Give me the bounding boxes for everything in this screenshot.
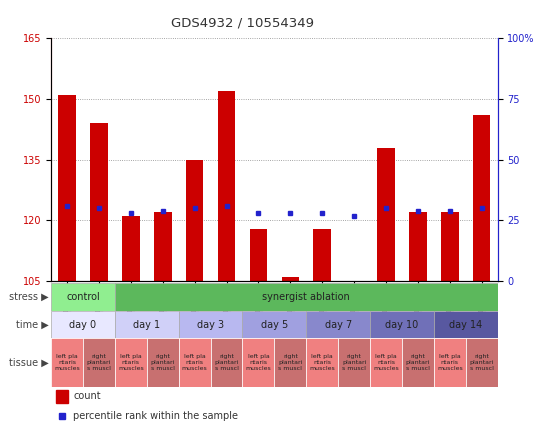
Bar <box>250 228 267 281</box>
Bar <box>147 338 179 387</box>
Bar <box>51 338 83 387</box>
Text: GDS4932 / 10554349: GDS4932 / 10554349 <box>171 17 314 30</box>
Bar <box>314 228 331 281</box>
Text: percentile rank within the sample: percentile rank within the sample <box>73 411 238 421</box>
Text: left pla
ntaris
muscles: left pla ntaris muscles <box>118 354 144 371</box>
Text: day 0: day 0 <box>69 320 96 330</box>
Bar <box>370 338 402 387</box>
Text: left pla
ntaris
muscles: left pla ntaris muscles <box>373 354 399 371</box>
Bar <box>370 311 434 338</box>
Text: time ▶: time ▶ <box>16 320 48 330</box>
Bar <box>115 338 147 387</box>
Bar <box>306 311 370 338</box>
Text: control: control <box>66 292 100 302</box>
Bar <box>115 311 179 338</box>
Text: synergist ablation: synergist ablation <box>263 292 350 302</box>
Text: right
plantari
s muscl: right plantari s muscl <box>87 354 111 371</box>
Bar <box>218 91 235 281</box>
Bar <box>210 338 243 387</box>
Text: stress ▶: stress ▶ <box>9 292 48 302</box>
Bar <box>243 311 306 338</box>
Bar <box>402 338 434 387</box>
Text: right
plantari
s muscl: right plantari s muscl <box>214 354 239 371</box>
Bar <box>434 311 498 338</box>
Bar <box>83 338 115 387</box>
Bar <box>466 338 498 387</box>
Bar <box>338 338 370 387</box>
Bar <box>186 160 203 281</box>
Bar <box>90 123 108 281</box>
Text: day 14: day 14 <box>449 320 483 330</box>
Bar <box>274 338 306 387</box>
Bar <box>58 95 76 281</box>
Bar <box>115 283 498 311</box>
Text: day 1: day 1 <box>133 320 160 330</box>
Text: right
plantari
s muscl: right plantari s muscl <box>278 354 302 371</box>
Bar <box>377 148 395 281</box>
Text: left pla
ntaris
muscles: left pla ntaris muscles <box>245 354 271 371</box>
Text: day 7: day 7 <box>324 320 352 330</box>
Text: left pla
ntaris
muscles: left pla ntaris muscles <box>54 354 80 371</box>
Text: right
plantari
s muscl: right plantari s muscl <box>151 354 175 371</box>
Bar <box>154 212 172 281</box>
Bar <box>473 115 491 281</box>
Bar <box>51 311 115 338</box>
Bar <box>434 338 466 387</box>
Bar <box>179 338 210 387</box>
Text: right
plantari
s muscl: right plantari s muscl <box>342 354 366 371</box>
Bar <box>441 212 458 281</box>
Text: day 10: day 10 <box>385 320 419 330</box>
Bar <box>55 390 68 403</box>
Text: left pla
ntaris
muscles: left pla ntaris muscles <box>182 354 208 371</box>
Text: count: count <box>73 391 101 401</box>
Bar <box>122 217 140 281</box>
Bar <box>306 338 338 387</box>
Text: left pla
ntaris
muscles: left pla ntaris muscles <box>437 354 463 371</box>
Text: tissue ▶: tissue ▶ <box>9 358 48 368</box>
Bar <box>281 277 299 281</box>
Bar <box>243 338 274 387</box>
Bar <box>179 311 243 338</box>
Bar <box>409 212 427 281</box>
Text: day 5: day 5 <box>261 320 288 330</box>
Text: right
plantari
s muscl: right plantari s muscl <box>470 354 494 371</box>
Bar <box>51 283 115 311</box>
Text: day 3: day 3 <box>197 320 224 330</box>
Text: right
plantari
s muscl: right plantari s muscl <box>406 354 430 371</box>
Text: left pla
ntaris
muscles: left pla ntaris muscles <box>309 354 335 371</box>
